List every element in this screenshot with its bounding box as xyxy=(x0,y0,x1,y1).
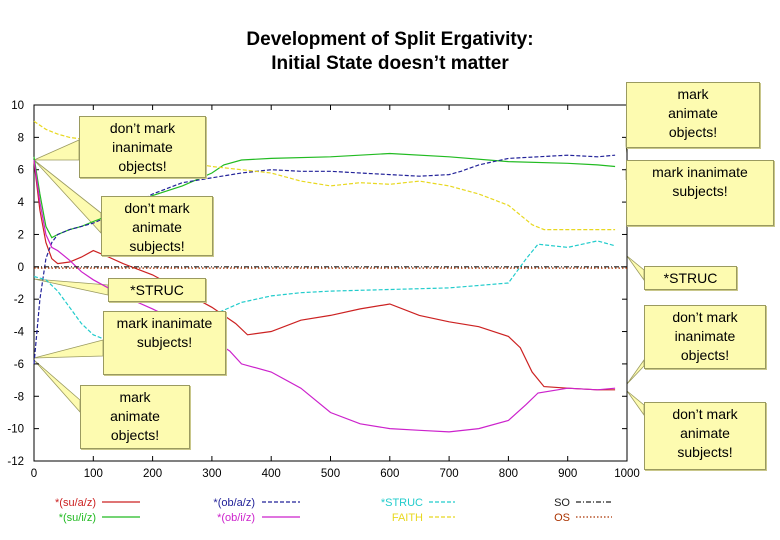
y-tick-label: 8 xyxy=(18,132,24,144)
series-line-3 xyxy=(33,159,616,433)
x-tick-label: 100 xyxy=(84,468,103,480)
y-tick-label: 0 xyxy=(18,262,24,274)
callout-struc-left: *STRUC xyxy=(108,278,206,302)
callout-line: animate xyxy=(132,219,182,235)
callout-line: objects! xyxy=(668,124,718,140)
callout-line: inanimate xyxy=(112,139,173,155)
legend-label: *(ob/i/z) xyxy=(217,512,255,524)
x-tick-label: 700 xyxy=(440,468,459,480)
x-tick-label: 0 xyxy=(31,468,37,480)
callout-line: subjects! xyxy=(136,334,193,350)
callout-line: mark xyxy=(119,389,151,405)
callout-mark-inanimate-subjects-left: mark inanimate subjects! xyxy=(103,311,226,375)
callout-dont-mark-inanimate-objects-right: don’t mark inanimate objects! xyxy=(644,305,766,369)
x-tick-label: 1000 xyxy=(614,468,640,480)
x-tick-label: 400 xyxy=(262,468,281,480)
y-tick-label: -2 xyxy=(14,294,24,306)
callout-line: don’t mark xyxy=(109,120,176,136)
callout-line: objects! xyxy=(680,347,730,363)
x-tick-label: 800 xyxy=(499,468,518,480)
callout-line: mark inanimate xyxy=(116,315,213,331)
y-tick-label: -8 xyxy=(14,391,24,403)
callout-line: *STRUC xyxy=(130,282,184,298)
legend-label: *(ob/a/z) xyxy=(213,497,255,509)
callout-pointer-9 xyxy=(626,390,645,417)
legend-label: FAITH xyxy=(392,512,423,524)
callout-line: objects! xyxy=(118,158,167,174)
x-tick-label: 300 xyxy=(202,468,221,480)
x-tick-label: 900 xyxy=(558,468,577,480)
series-line-4 xyxy=(33,240,616,341)
legend-label: *(su/a/z) xyxy=(55,497,96,509)
callout-mark-inanimate-subjects-right: mark inanimate subjects! xyxy=(626,160,774,226)
callout-line: subjects! xyxy=(672,183,728,199)
x-tick-label: 600 xyxy=(380,468,399,480)
callout-line: animate xyxy=(110,408,160,424)
callout-line: *STRUC xyxy=(663,270,718,286)
x-tick-label: 200 xyxy=(143,468,162,480)
legend-label: *(su/i/z) xyxy=(59,512,96,524)
legend-label: OS xyxy=(554,512,570,524)
callout-dont-mark-animate-subjects: don’t mark animate subjects! xyxy=(101,196,213,256)
callout-pointer-3 xyxy=(33,339,104,359)
callout-line: subjects! xyxy=(677,444,733,460)
y-tick-label: 10 xyxy=(11,100,24,112)
legend: *(su/a/z) *(su/i/z) *(ob/a/z) *(ob/i/z) *STR… xyxy=(55,497,612,524)
callout-pointer-0 xyxy=(33,139,80,161)
callout-pointer-4 xyxy=(33,359,81,414)
callout-line: inanimate xyxy=(674,328,736,344)
callout-mark-animate-objects-right: mark animate objects! xyxy=(626,82,760,148)
callout-dont-mark-animate-subjects-right: don’t mark animate subjects! xyxy=(644,402,766,470)
y-tick-label: 2 xyxy=(18,229,24,241)
callout-line: mark inanimate xyxy=(652,164,748,180)
callout-line: don’t mark xyxy=(672,406,738,422)
y-tick-label: -10 xyxy=(7,424,24,436)
callout-dont-mark-inanimate-objects: don’t mark inanimate objects! xyxy=(79,116,206,178)
callout-line: mark xyxy=(677,86,709,102)
y-tick-label: -4 xyxy=(14,327,25,339)
y-tick-label: -6 xyxy=(14,359,24,371)
x-tick-label: 500 xyxy=(321,468,340,480)
callout-line: objects! xyxy=(110,427,160,443)
legend-label: *STRUC xyxy=(381,497,423,509)
chart-title: Development of Split Ergativity: Initial… xyxy=(150,28,630,76)
axis-ticks: 0 100 200 300 400 500 600 700 800 900 10001086420-… xyxy=(7,100,639,480)
chart-title-line-1: Development of Split Ergativity: xyxy=(246,29,534,50)
y-tick-label: -12 xyxy=(7,456,24,468)
callout-pointer-7 xyxy=(626,255,645,282)
series-line-0 xyxy=(33,161,616,391)
y-tick-label: 4 xyxy=(18,197,25,209)
callout-mark-animate-objects-left: mark animate objects! xyxy=(80,385,190,449)
callout-struc-right: *STRUC xyxy=(644,266,737,290)
callout-line: animate xyxy=(680,425,730,441)
legend-label: SO xyxy=(554,497,570,509)
chart-title-line-2: Initial State doesn’t matter xyxy=(271,53,509,74)
series-line-1 xyxy=(33,152,616,239)
callout-line: animate xyxy=(668,105,718,121)
series-lines xyxy=(33,120,627,433)
callout-line: don’t mark xyxy=(124,200,190,216)
callout-line: don’t mark xyxy=(672,309,738,325)
callout-pointer-8 xyxy=(626,358,645,385)
callout-line: subjects! xyxy=(129,238,185,254)
y-tick-label: 6 xyxy=(18,165,24,177)
